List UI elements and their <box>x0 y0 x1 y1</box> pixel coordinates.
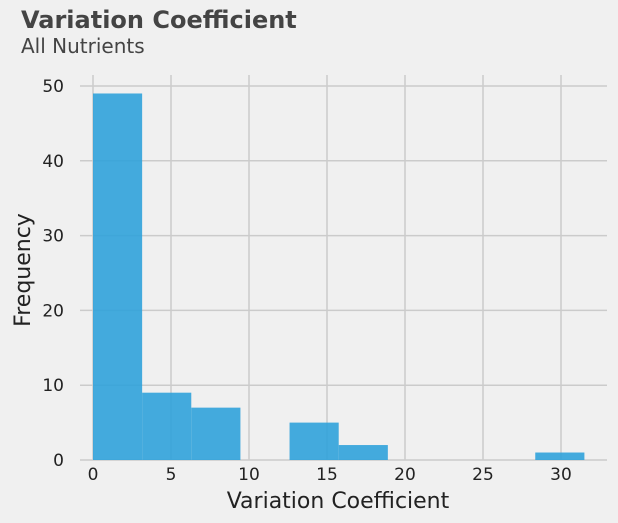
chart-title: Variation Coefficient <box>21 6 297 34</box>
histogram-bar <box>142 392 192 460</box>
x-tick-label: 30 <box>550 465 572 485</box>
x-tick-label: 0 <box>88 465 99 485</box>
x-tick-label: 20 <box>394 465 416 485</box>
x-tick-labels: 0 5 10 15 20 25 30 <box>88 465 572 485</box>
histogram-bars <box>93 93 585 460</box>
y-tick-label: 50 <box>42 77 64 97</box>
y-tick-label: 40 <box>42 152 64 172</box>
x-tick-label: 25 <box>472 465 494 485</box>
x-axis-label: Variation Coefficient <box>227 489 450 514</box>
y-tick-labels: 0 10 20 30 40 50 <box>42 77 64 471</box>
y-tick-label: 20 <box>42 301 64 321</box>
histogram-bar <box>93 93 143 460</box>
histogram-bar <box>289 422 339 460</box>
histogram-bar <box>535 452 585 460</box>
histogram-bar <box>191 407 241 460</box>
x-tick-label: 15 <box>316 465 338 485</box>
y-tick-label: 0 <box>53 451 64 471</box>
y-axis-label: Frequency <box>11 213 36 327</box>
y-tick-label: 10 <box>42 376 64 396</box>
x-tick-label: 5 <box>166 465 177 485</box>
y-tick-label: 30 <box>42 227 64 247</box>
x-tick-label: 10 <box>238 465 260 485</box>
histogram-bar <box>338 445 388 460</box>
chart-subtitle: All Nutrients <box>21 34 145 58</box>
